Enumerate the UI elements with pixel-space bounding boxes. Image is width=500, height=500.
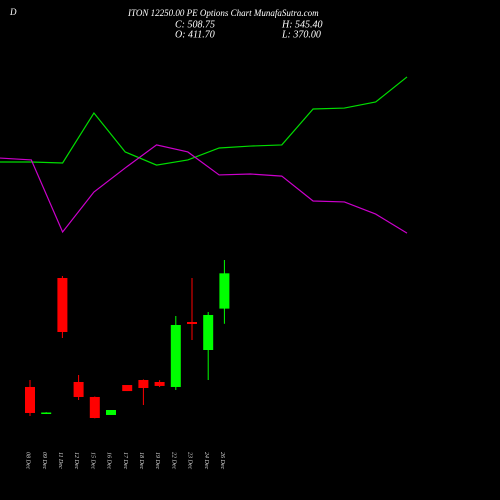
x-tick-label: 18 Dec (138, 452, 144, 469)
low-stat: L: 370.00 (281, 29, 321, 40)
candle-body (203, 314, 214, 350)
x-tick-label: 08 Dec (25, 452, 31, 469)
candle-body (187, 322, 197, 324)
x-tick-label: 23 Dec (187, 452, 193, 469)
x-tick-label: 11 Dec (57, 452, 63, 469)
candle-body (154, 382, 165, 386)
x-tick-label: 15 Dec (89, 452, 95, 469)
chart-title: D (9, 7, 17, 17)
candle-body (138, 380, 149, 388)
x-tick-label: 12 Dec (73, 452, 79, 469)
x-tick-label: 24 Dec (203, 452, 210, 469)
candle-body (57, 278, 68, 332)
candle-body (89, 396, 100, 418)
x-tick-label: 16 Dec (106, 452, 112, 469)
open-stat: O: 411.70 (175, 29, 215, 40)
close-stat: C: 508.75 (175, 19, 215, 30)
candle-body (170, 324, 181, 387)
x-tick-label: 22 Dec (170, 452, 176, 469)
candle-body (122, 385, 133, 392)
x-tick-label: 26 Dec (219, 452, 225, 469)
high-stat: H: 545.40 (281, 19, 323, 30)
candle-body (106, 410, 116, 415)
candle-body (73, 382, 84, 397)
x-tick-label: 09 Dec (41, 452, 47, 469)
chart-subtitle: ITON 12250.00 PE Options Chart MunafaSut… (127, 8, 319, 18)
indicator-line (0, 144, 408, 234)
x-tick-label: 19 Dec (154, 452, 160, 469)
x-tick-label: 17 Dec (122, 452, 128, 469)
candle-body (25, 386, 35, 413)
candle-body (41, 412, 52, 415)
indicator-line (0, 76, 408, 166)
candle-body (219, 273, 230, 309)
